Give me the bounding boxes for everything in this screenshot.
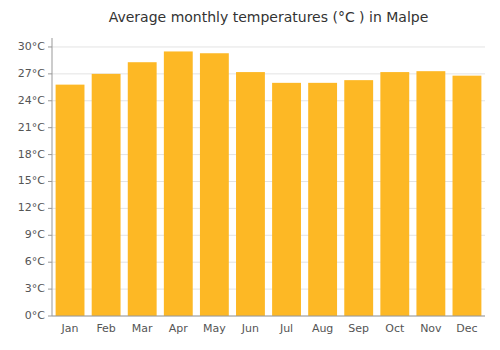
x-axis: Jan Feb Mar Apr May Jun Jul Aug Sep Oct Nov Dec <box>52 316 485 335</box>
y-tick <box>48 289 52 290</box>
bar <box>416 71 445 316</box>
y-tick-label: 0°C <box>25 309 45 322</box>
bar <box>380 72 409 316</box>
grid-line <box>52 46 485 47</box>
y-tick <box>48 262 52 263</box>
x-tick-label: May <box>203 322 226 335</box>
bar <box>128 62 157 316</box>
y-tick-label: 15°C <box>18 174 45 187</box>
y-tick <box>48 316 52 317</box>
bar <box>453 76 482 316</box>
y-tick <box>48 73 52 74</box>
y-tick-label: 30°C <box>18 40 45 53</box>
y-tick <box>48 127 52 128</box>
x-tick-label: Aug <box>312 322 333 335</box>
y-tick <box>48 154 52 155</box>
x-axis-line <box>52 316 485 317</box>
bar <box>344 80 373 316</box>
x-tick-label: Nov <box>420 322 442 335</box>
bar <box>272 83 301 316</box>
x-tick-label: Jun <box>241 322 259 335</box>
y-tick <box>48 46 52 47</box>
y-tick-label: 9°C <box>25 228 45 241</box>
y-tick-label: 21°C <box>18 121 45 134</box>
title: Average monthly temperatures (°C ) in Ma… <box>109 9 429 25</box>
y-axis-line <box>52 38 53 316</box>
bar <box>308 83 337 316</box>
y-tick <box>48 100 52 101</box>
bar <box>56 85 85 316</box>
x-tick-label: Oct <box>385 322 405 335</box>
y-tick-label: 3°C <box>25 282 45 295</box>
grid-line <box>52 316 485 317</box>
x-tick-label: Dec <box>456 322 477 335</box>
x-tick-label: Jul <box>279 322 293 335</box>
y-tick-label: 18°C <box>18 148 45 161</box>
y-tick-label: 6°C <box>25 255 45 268</box>
y-tick <box>48 235 52 236</box>
x-tick-label: Sep <box>348 322 369 335</box>
y-tick-label: 12°C <box>18 201 45 214</box>
y-tick <box>48 181 52 182</box>
bar <box>236 72 265 316</box>
page: {"chart_data": {"type": "bar", "title": … <box>0 0 500 350</box>
bar <box>164 51 193 316</box>
x-tick-label: Jan <box>61 322 79 335</box>
y-tick-label: 27°C <box>18 67 45 80</box>
x-tick-label: Apr <box>169 322 189 335</box>
bars <box>56 51 482 316</box>
chart: 0°C 3°C 6°C 9°C 12°C 15°C 18°C 21°C 24°C 27°C 30°C… <box>0 0 500 350</box>
x-tick-label: Feb <box>96 322 115 335</box>
bar <box>92 74 121 316</box>
grid <box>52 47 485 316</box>
bar <box>200 53 229 316</box>
y-axis: 0°C 3°C 6°C 9°C 12°C 15°C 18°C 21°C 24°C 27°C 30°C <box>18 38 52 322</box>
x-tick-label: Mar <box>132 322 153 335</box>
y-tick-label: 24°C <box>18 94 45 107</box>
y-tick <box>48 208 52 209</box>
